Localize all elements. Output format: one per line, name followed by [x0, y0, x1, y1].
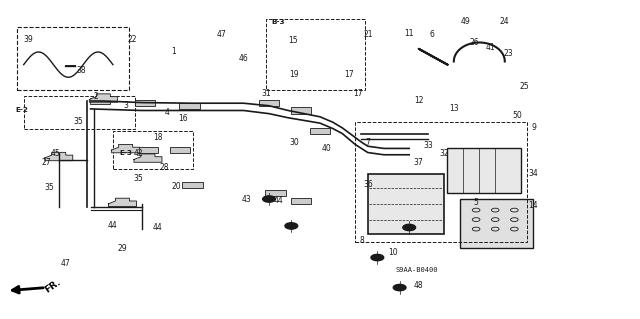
- Text: 38: 38: [76, 66, 86, 76]
- Text: 47: 47: [60, 259, 70, 268]
- Text: 19: 19: [290, 70, 300, 78]
- Bar: [259, 100, 279, 106]
- Text: 17: 17: [353, 89, 363, 98]
- Bar: [368, 174, 444, 234]
- Polygon shape: [111, 145, 140, 153]
- Polygon shape: [90, 94, 117, 102]
- Bar: [17, 27, 129, 90]
- Text: 44: 44: [152, 223, 163, 232]
- Bar: [24, 96, 135, 130]
- Text: 23: 23: [503, 49, 513, 58]
- Text: 6: 6: [429, 30, 434, 39]
- Bar: [179, 103, 200, 109]
- Text: 32: 32: [440, 149, 449, 158]
- Text: 17: 17: [344, 70, 353, 78]
- Polygon shape: [134, 154, 162, 162]
- Bar: [310, 128, 330, 134]
- Circle shape: [403, 224, 415, 231]
- Text: 28: 28: [159, 163, 168, 172]
- Bar: [113, 131, 193, 169]
- Text: B-3: B-3: [272, 19, 285, 25]
- Text: 48: 48: [414, 281, 424, 291]
- Bar: [138, 147, 158, 153]
- Circle shape: [371, 254, 384, 261]
- Text: FR.: FR.: [43, 277, 62, 295]
- Text: 39: 39: [23, 35, 33, 44]
- Text: 44: 44: [274, 196, 284, 205]
- Text: 37: 37: [414, 158, 424, 167]
- Text: 26: 26: [469, 38, 479, 47]
- Text: 43: 43: [242, 195, 252, 204]
- Bar: [182, 182, 203, 188]
- Text: 34: 34: [529, 169, 538, 178]
- Text: 45: 45: [51, 149, 60, 158]
- Bar: [460, 199, 534, 248]
- Text: 33: 33: [424, 141, 433, 150]
- Bar: [266, 19, 365, 90]
- Text: 31: 31: [261, 89, 271, 98]
- Text: 27: 27: [41, 158, 51, 167]
- Text: 35: 35: [134, 174, 143, 183]
- Text: 1: 1: [171, 48, 176, 56]
- Bar: [134, 100, 155, 106]
- Text: 13: 13: [449, 104, 459, 113]
- Bar: [170, 147, 190, 153]
- Text: 40: 40: [321, 144, 332, 153]
- Text: 49: 49: [460, 18, 470, 26]
- Polygon shape: [45, 152, 73, 161]
- Text: 20: 20: [172, 182, 181, 191]
- Text: 35: 35: [73, 117, 83, 126]
- Text: 41: 41: [486, 43, 495, 52]
- Text: 3: 3: [124, 101, 128, 110]
- Text: 11: 11: [404, 28, 414, 38]
- Text: 2: 2: [93, 92, 98, 101]
- Text: 46: 46: [239, 54, 248, 63]
- Text: 21: 21: [363, 30, 372, 39]
- Text: 9: 9: [531, 123, 536, 132]
- Circle shape: [262, 196, 275, 202]
- Text: 8: 8: [359, 236, 364, 245]
- Text: 22: 22: [127, 35, 137, 44]
- Text: 36: 36: [363, 180, 372, 189]
- Text: 5: 5: [474, 198, 479, 207]
- Text: S9AA-B0400: S9AA-B0400: [395, 267, 438, 273]
- Text: 29: 29: [118, 243, 127, 253]
- Text: 16: 16: [178, 114, 188, 123]
- Text: 42: 42: [134, 149, 143, 158]
- Text: E-3: E-3: [119, 150, 132, 156]
- Bar: [355, 122, 527, 242]
- Bar: [291, 108, 311, 114]
- Circle shape: [285, 223, 298, 229]
- Bar: [447, 148, 521, 193]
- Bar: [265, 190, 285, 196]
- Text: 50: 50: [513, 111, 522, 120]
- Text: 25: 25: [519, 82, 529, 91]
- Text: 7: 7: [365, 137, 370, 147]
- Polygon shape: [108, 198, 136, 207]
- Circle shape: [394, 285, 406, 291]
- Text: 4: 4: [164, 108, 170, 116]
- Text: 30: 30: [290, 137, 300, 147]
- Text: 47: 47: [216, 30, 226, 39]
- Text: 10: 10: [388, 248, 398, 257]
- Text: 15: 15: [289, 36, 298, 45]
- Text: E-2: E-2: [15, 108, 28, 114]
- Text: 12: 12: [414, 97, 424, 106]
- Text: 24: 24: [500, 18, 509, 26]
- Bar: [90, 98, 110, 104]
- Text: 14: 14: [529, 201, 538, 210]
- Bar: [291, 197, 311, 204]
- Text: 47: 47: [287, 223, 296, 232]
- Text: 18: 18: [153, 133, 163, 142]
- Text: 44: 44: [108, 221, 118, 230]
- Text: 35: 35: [44, 183, 54, 192]
